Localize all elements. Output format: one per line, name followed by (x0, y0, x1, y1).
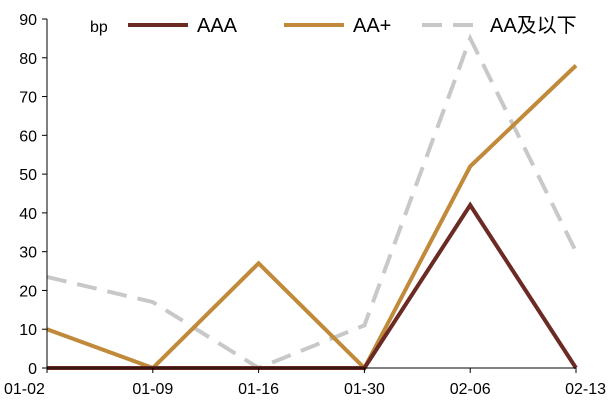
x-tick-label: 01-02 (4, 381, 45, 398)
y-axis-unit-label: bp (90, 19, 108, 36)
y-tick-label: 10 (19, 322, 37, 339)
x-tick-label: 02-06 (450, 381, 491, 398)
series-line-2 (46, 33, 578, 371)
series-layer (46, 33, 578, 372)
legend-label: AA及以下 (490, 15, 577, 37)
x-tick-label: 01-30 (344, 381, 385, 398)
x-tick-label: 01-09 (132, 381, 173, 398)
y-tick-label: 30 (19, 245, 37, 262)
y-tick-label: 20 (19, 283, 37, 300)
y-tick-label: 40 (19, 206, 37, 223)
y-tick-label: 80 (19, 51, 37, 68)
legend: AAA AA+ AA及以下 (128, 15, 577, 37)
series-line-0 (47, 201, 578, 370)
axis-layer: 0 10 20 30 40 50 60 70 80 90 01-02 01-09 01-16 01-30 0… (4, 12, 606, 398)
y-tick-label: 60 (19, 128, 37, 145)
legend-label: AAA (197, 15, 238, 37)
y-tick-label: 90 (19, 12, 37, 29)
x-tick-label: 01-16 (238, 381, 279, 398)
x-tick-label: 02-13 (565, 381, 606, 398)
series-line-1 (46, 64, 578, 372)
y-tick-label: 0 (28, 361, 37, 378)
y-tick-label: 70 (19, 90, 37, 107)
y-tick-label: 50 (19, 167, 37, 184)
legend-label: AA+ (353, 15, 391, 37)
